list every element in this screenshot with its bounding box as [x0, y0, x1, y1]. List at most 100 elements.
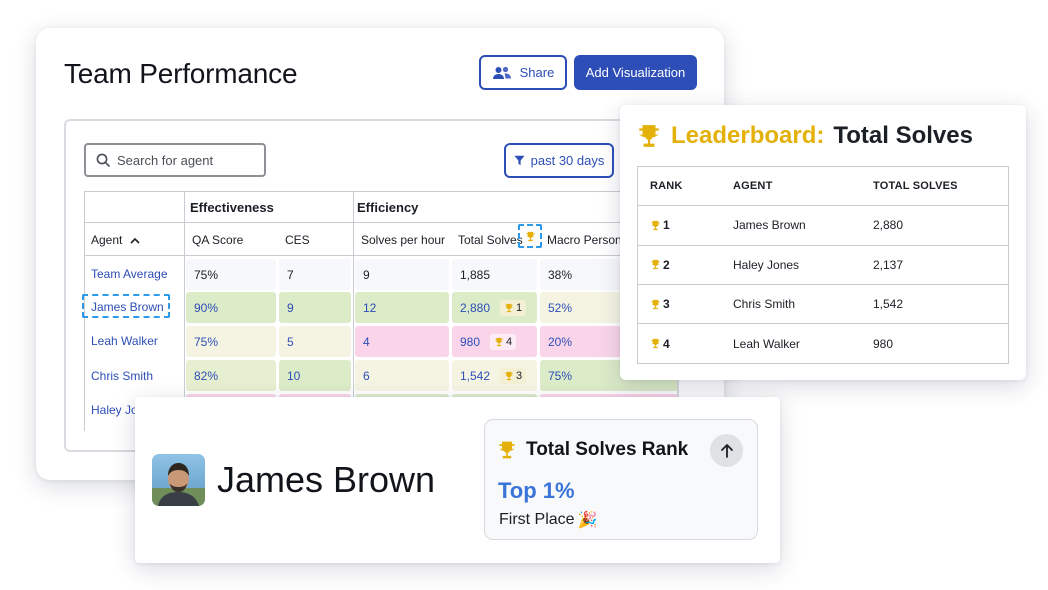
leaderboard-total: 980 — [873, 336, 894, 351]
table-border-left — [84, 191, 85, 431]
cell-total-solves: 980 4 — [452, 326, 537, 357]
cell-solves-per-hour: 4 — [355, 326, 449, 357]
search-input[interactable]: Search for agent — [84, 143, 266, 177]
cell-ces: 7 — [279, 259, 351, 290]
trophy-column-selection[interactable] — [518, 224, 542, 248]
leaderboard-title-suffix: Total Solves — [833, 122, 973, 149]
column-header-solves-per-hour[interactable]: Solves per hour — [361, 233, 446, 247]
leaderboard-row[interactable]: 2 Haley Jones 2,137 — [638, 246, 1008, 285]
agent-name-team-average[interactable]: Team Average — [91, 267, 168, 281]
page-title: Team Performance — [64, 58, 298, 89]
trophy-icon — [651, 299, 660, 309]
trophy-icon — [499, 441, 515, 459]
leaderboard-agent: Chris Smith — [733, 297, 796, 312]
leaderboard-agent: James Brown — [733, 218, 806, 233]
leaderboard-row[interactable]: 3 Chris Smith 1,542 — [638, 285, 1008, 325]
rank-badge: 3 — [500, 367, 527, 384]
total-solves-value: 2,880 — [460, 300, 491, 315]
leaderboard-total: 2,880 — [873, 218, 904, 233]
leaderboard-title-prefix: Leaderboard: — [671, 122, 825, 149]
cell-qa-score: 75% — [186, 326, 276, 357]
leaderboard-rank-value: 2 — [663, 257, 670, 272]
arrow-up-icon[interactable] — [710, 434, 743, 467]
leaderboard-header-rank: RANK — [650, 180, 683, 193]
users-icon — [492, 66, 511, 79]
search-icon — [96, 153, 110, 167]
rank-note-label: First Place — [499, 511, 575, 528]
cell-ces: 5 — [279, 326, 351, 357]
trophy-icon — [651, 220, 660, 231]
leaderboard-rank-value: 4 — [663, 336, 670, 351]
table-divider — [353, 191, 354, 431]
trophy-icon — [651, 339, 660, 349]
leaderboard-rank: 4 — [650, 337, 670, 351]
rank-badge: 1 — [500, 299, 527, 316]
table-divider — [84, 222, 677, 223]
leaderboard-header-agent: AGENT — [733, 180, 773, 193]
leaderboard-rank-value: 3 — [663, 297, 670, 312]
table-border-top — [84, 191, 677, 192]
column-header-qa-score[interactable]: QA Score — [192, 233, 244, 247]
date-filter-button[interactable]: past 30 days — [504, 143, 614, 178]
table-divider — [84, 255, 677, 256]
share-label: Share — [519, 65, 555, 80]
search-placeholder: Search for agent — [117, 152, 214, 168]
leaderboard-header-row: RANK AGENT TOTAL SOLVES — [638, 167, 1008, 207]
leaderboard-rank-value: 1 — [663, 218, 670, 233]
trophy-icon — [525, 231, 535, 241]
cell-solves-per-hour: 9 — [355, 259, 449, 290]
trophy-icon — [639, 125, 659, 147]
rank-badge: 4 — [490, 333, 517, 350]
trophy-icon — [651, 260, 660, 270]
trophy-icon — [505, 303, 513, 312]
cell-total-solves: 2,880 1 — [452, 292, 537, 323]
rank-value: Top 1% — [498, 478, 575, 503]
column-header-total-solves[interactable]: Total Solves — [458, 233, 523, 247]
agent-name-leah-walker[interactable]: Leah Walker — [91, 334, 158, 348]
leaderboard-row[interactable]: 1 James Brown 2,880 — [638, 206, 1008, 246]
leaderboard-rank: 2 — [650, 258, 670, 272]
selected-agent-outline — [82, 294, 170, 318]
total-solves-value: 980 — [460, 334, 481, 349]
trophy-icon — [495, 337, 503, 346]
rank-badge-value: 3 — [516, 369, 523, 382]
performance-table: Effectiveness Efficiency Agent QA Score … — [82, 191, 677, 431]
share-button[interactable]: Share — [479, 55, 567, 90]
agent-profile-card: James Brown Total Solves Rank Top 1% Fir… — [135, 397, 780, 563]
rank-summary-box: Total Solves Rank Top 1% First Place 🎉 — [484, 419, 758, 540]
leaderboard-rank: 1 — [650, 218, 670, 232]
rank-badge-value: 1 — [516, 301, 523, 314]
cell-ces: 10 — [279, 360, 351, 391]
leaderboard-rank: 3 — [650, 297, 670, 311]
cell-qa-score: 75% — [186, 259, 276, 290]
trophy-icon — [505, 371, 513, 380]
column-header-agent[interactable]: Agent — [91, 233, 140, 247]
cell-total-solves: 1,542 3 — [452, 360, 537, 391]
table-divider — [184, 191, 185, 431]
filter-icon — [514, 155, 525, 166]
column-header-agent-label: Agent — [91, 233, 123, 247]
leaderboard-row[interactable]: 4 Leah Walker 980 — [638, 324, 1008, 363]
column-header-macro-persona[interactable]: Macro Persona — [547, 233, 629, 247]
agent-name-james-brown[interactable]: James Brown — [91, 300, 164, 314]
cell-qa-score: 90% — [186, 292, 276, 323]
agent-name-haley-jones[interactable]: Haley Jo — [91, 403, 138, 417]
group-header-efficiency: Efficiency — [357, 200, 419, 215]
add-visualization-button[interactable]: Add Visualization — [574, 55, 697, 90]
leaderboard-total: 2,137 — [873, 257, 904, 272]
party-popper-icon: 🎉 — [577, 512, 598, 529]
leaderboard-table: RANK AGENT TOTAL SOLVES 1 James Brown 2,… — [637, 166, 1009, 365]
rank-title: Total Solves Rank — [497, 439, 688, 461]
leaderboard-header-total-solves: TOTAL SOLVES — [873, 180, 958, 193]
team-performance-card: Team Performance Share Add Visualization… — [36, 28, 724, 480]
filter-label: past 30 days — [530, 153, 605, 168]
leaderboard-total: 1,542 — [873, 297, 904, 312]
group-header-effectiveness: Effectiveness — [190, 200, 274, 215]
avatar — [152, 454, 205, 506]
rank-badge-value: 4 — [506, 335, 513, 348]
cell-solves-per-hour: 6 — [355, 360, 449, 391]
column-header-ces[interactable]: CES — [285, 233, 310, 247]
leaderboard-agent: Leah Walker — [733, 336, 800, 351]
agent-name-chris-smith[interactable]: Chris Smith — [91, 369, 154, 383]
cell-qa-score: 82% — [186, 360, 276, 391]
